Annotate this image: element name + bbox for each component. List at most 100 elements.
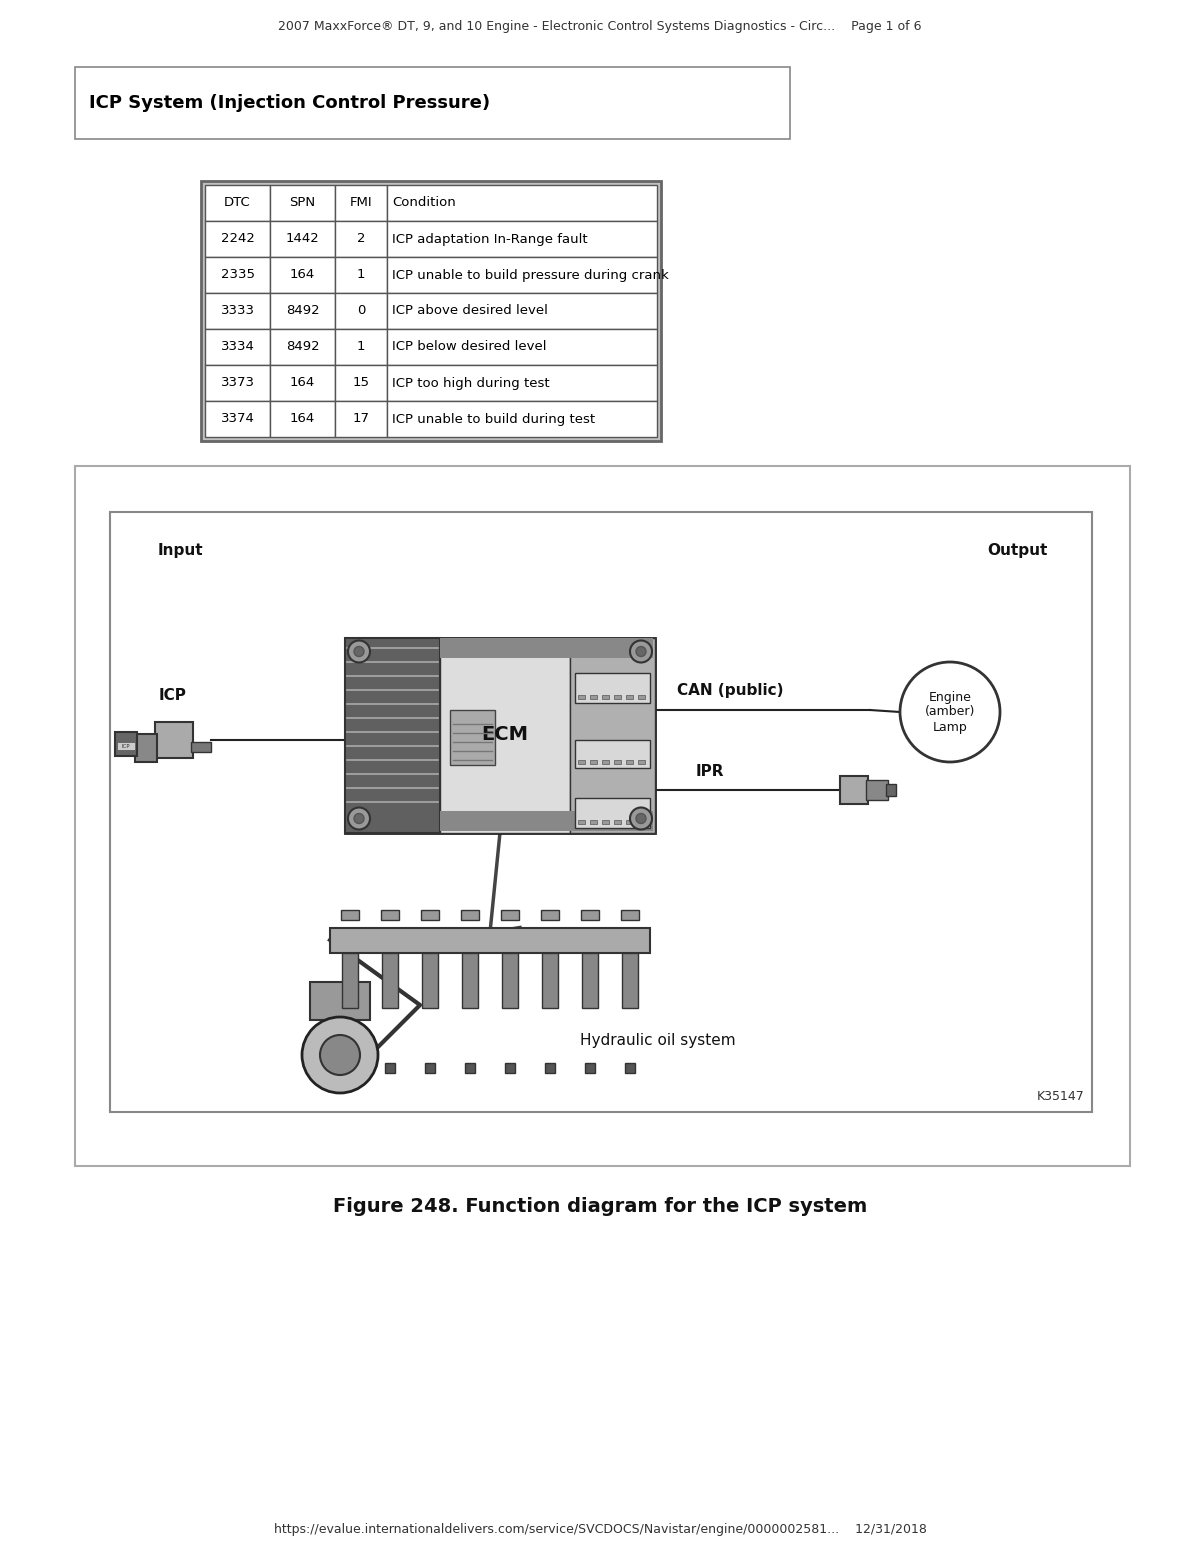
Text: 1: 1 [356,269,365,281]
Bar [155,722,193,758]
Text: 17: 17 [353,413,370,426]
Bar [440,811,653,831]
Circle shape [900,662,1000,763]
Bar [74,67,790,140]
Bar [625,1062,635,1073]
Bar [626,759,634,764]
Text: 2: 2 [356,233,365,245]
Circle shape [354,814,364,823]
Bar [570,637,655,832]
Bar [110,512,1092,1112]
Bar [205,221,270,256]
Bar [466,1062,475,1073]
Text: SPN: SPN [289,197,316,210]
Text: 164: 164 [290,413,316,426]
Bar [335,329,386,365]
Text: ICP above desired level: ICP above desired level [392,304,548,317]
Text: ICP too high during test: ICP too high during test [392,376,550,390]
Bar [346,637,655,832]
Text: 2242: 2242 [221,233,254,245]
Bar [341,910,359,919]
Bar [590,759,598,764]
Bar [421,910,439,919]
Text: Figure 248. Function diagram for the ICP system: Figure 248. Function diagram for the ICP… [332,1197,868,1216]
Bar [614,759,622,764]
Bar [542,952,558,1008]
Bar [590,820,598,823]
Circle shape [320,1034,360,1075]
Text: Output: Output [986,542,1048,558]
Bar [270,294,335,329]
Text: Input: Input [157,542,203,558]
Circle shape [630,640,652,663]
Text: ICP: ICP [121,744,131,749]
Bar [461,910,479,919]
Text: DTC: DTC [224,197,251,210]
Circle shape [630,808,652,829]
Bar [118,742,134,750]
Text: https://evalue.internationaldelivers.com/service/SVCDOCS/Navistar/engine/0000002: https://evalue.internationaldelivers.com… [274,1523,926,1536]
Bar [382,910,398,919]
Bar [866,780,888,800]
Bar [386,256,658,294]
Bar [602,820,610,823]
Text: 3373: 3373 [221,376,254,390]
Bar [622,910,640,919]
Circle shape [636,646,646,657]
Bar [335,365,386,401]
Bar [602,759,610,764]
Bar [575,798,650,828]
Bar [422,952,438,1008]
Bar [205,365,270,401]
Text: FMI: FMI [349,197,372,210]
Text: 15: 15 [353,376,370,390]
Text: ICP adaptation In-Range fault: ICP adaptation In-Range fault [392,233,588,245]
Bar [270,221,335,256]
Bar [386,329,658,365]
Text: 2335: 2335 [221,269,254,281]
Text: 0: 0 [356,304,365,317]
Bar [425,1062,436,1073]
Bar [382,952,398,1008]
Bar [205,185,270,221]
Bar [575,672,650,702]
Bar [335,221,386,256]
Bar [578,759,586,764]
Text: 164: 164 [290,376,316,390]
Bar [270,401,335,436]
Bar [462,952,478,1008]
Bar [638,694,646,699]
Text: 1: 1 [356,340,365,354]
Circle shape [348,808,370,829]
Bar [330,927,650,952]
Text: Engine
(amber)
Lamp: Engine (amber) Lamp [925,691,976,733]
Bar [541,910,559,919]
Bar [626,694,634,699]
Text: Hydraulic oil system: Hydraulic oil system [580,1033,736,1048]
Bar [578,820,586,823]
Bar [270,256,335,294]
Bar [440,637,653,657]
Bar [602,694,610,699]
Text: 1442: 1442 [286,233,319,245]
Text: ECM: ECM [481,725,528,744]
Bar [586,1062,595,1073]
Bar [626,820,634,823]
Bar [450,710,496,766]
Bar [622,952,638,1008]
Bar [342,952,358,1008]
Bar [335,401,386,436]
Bar [386,221,658,256]
Bar [578,694,586,699]
Circle shape [354,646,364,657]
Text: 3333: 3333 [221,304,254,317]
Bar [505,1062,515,1073]
Bar [270,365,335,401]
Bar [386,401,658,436]
Bar [440,637,570,832]
Text: ICP unable to build during test: ICP unable to build during test [392,413,595,426]
Bar [545,1062,554,1073]
Bar [386,294,658,329]
Bar [385,1062,395,1073]
Bar [205,401,270,436]
